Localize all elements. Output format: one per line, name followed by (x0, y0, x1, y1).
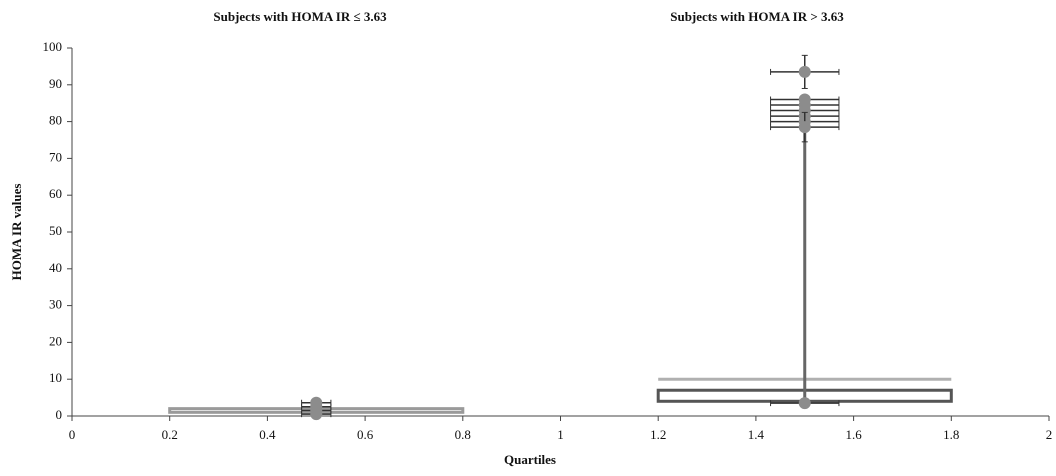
x-tick-label: 0.2 (162, 427, 178, 442)
x-tick-label: 0.6 (357, 427, 374, 442)
point (310, 408, 323, 421)
point (798, 397, 811, 410)
x-tick-label: 1.8 (943, 427, 959, 442)
y-tick-label: 40 (49, 260, 62, 275)
y-tick-label: 0 (56, 407, 63, 422)
group-title: Subjects with HOMA IR ≤ 3.63 (213, 9, 387, 24)
x-tick-label: 1.4 (748, 427, 765, 442)
x-tick-label: 0.8 (455, 427, 471, 442)
y-tick-label: 30 (49, 297, 62, 312)
y-axis-label: HOMA IR values (9, 184, 24, 281)
y-tick-label: 70 (49, 149, 62, 164)
y-tick-label: 10 (49, 370, 62, 385)
x-tick-label: 1.6 (845, 427, 862, 442)
x-tick-label: 0.4 (259, 427, 276, 442)
x-tick-label: 2 (1046, 427, 1053, 442)
y-tick-label: 60 (49, 186, 62, 201)
y-tick-label: 100 (43, 39, 63, 54)
y-tick-label: 20 (49, 333, 62, 348)
x-tick-label: 0 (69, 427, 76, 442)
y-tick-label: 50 (49, 223, 62, 238)
y-tick-label: 80 (49, 113, 62, 128)
y-tick-label: 90 (49, 76, 62, 91)
point (798, 65, 811, 78)
x-tick-label: 1.2 (650, 427, 666, 442)
x-tick-label: 1 (557, 427, 564, 442)
group-title: Subjects with HOMA IR > 3.63 (670, 9, 844, 24)
point (798, 121, 811, 134)
x-axis-label: Quartiles (504, 452, 556, 467)
